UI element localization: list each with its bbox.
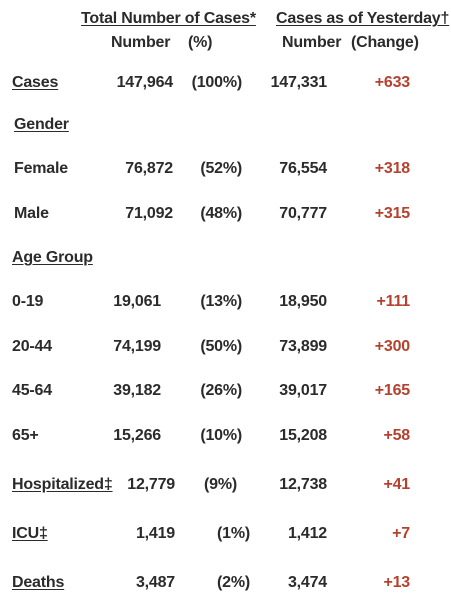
section-gender: Gender bbox=[14, 116, 69, 133]
row-yesterday-age-65-plus: 15,208 bbox=[279, 427, 327, 444]
row-label-icu: ICU‡ bbox=[12, 525, 48, 542]
row-label-cases: Cases bbox=[12, 74, 59, 91]
row-label-female: Female bbox=[14, 160, 68, 177]
row-change-age-20-44: +300 bbox=[374, 338, 410, 355]
row-pct-female: (52%) bbox=[200, 160, 242, 177]
row-number-cases: 147,964 bbox=[116, 74, 174, 91]
row-pct-age-20-44: (50%) bbox=[200, 338, 242, 355]
row-change-cases: +633 bbox=[374, 74, 410, 91]
row-yesterday-female: 76,554 bbox=[279, 160, 327, 177]
row-pct-age-65-plus: (10%) bbox=[200, 427, 242, 444]
row-label-hospitalized: Hospitalized‡ bbox=[12, 476, 113, 493]
row-number-deaths: 3,487 bbox=[135, 574, 175, 591]
total-cases-header: Total Number of Cases* bbox=[81, 10, 256, 27]
row-pct-icu: (1%) bbox=[217, 525, 250, 542]
row-yesterday-male: 70,777 bbox=[279, 205, 327, 222]
row-pct-cases: (100%) bbox=[191, 74, 243, 91]
row-change-icu: +7 bbox=[392, 525, 410, 542]
row-number-male: 71,092 bbox=[125, 205, 173, 222]
row-change-deaths: +13 bbox=[383, 574, 410, 591]
row-yesterday-hospitalized: 12,738 bbox=[279, 476, 327, 493]
row-number-age-65-plus: 15,266 bbox=[113, 427, 161, 444]
row-number-icu: 1,419 bbox=[135, 525, 175, 542]
row-label-deaths: Deaths bbox=[12, 574, 65, 591]
row-change-age-65-plus: +58 bbox=[383, 427, 410, 444]
row-label-age-65-plus: 65+ bbox=[12, 427, 39, 444]
row-label-age-20-44: 20-44 bbox=[12, 338, 52, 355]
total-percent-subheader: (%) bbox=[188, 34, 213, 51]
row-yesterday-age-45-64: 39,017 bbox=[279, 382, 327, 399]
total-number-subheader: Number bbox=[111, 34, 171, 51]
row-pct-deaths: (2%) bbox=[217, 574, 250, 591]
row-pct-age-0-19: (13%) bbox=[200, 293, 242, 310]
yesterday-cases-header: Cases as of Yesterday† bbox=[276, 10, 450, 27]
row-change-age-0-19: +111 bbox=[376, 293, 411, 310]
row-change-hospitalized: +41 bbox=[383, 476, 410, 493]
row-label-age-45-64: 45-64 bbox=[12, 382, 52, 399]
row-label-male: Male bbox=[14, 205, 49, 222]
row-number-age-0-19: 19,061 bbox=[113, 293, 161, 310]
row-yesterday-deaths: 3,474 bbox=[287, 574, 327, 591]
row-yesterday-cases: 147,331 bbox=[270, 74, 328, 91]
row-change-age-45-64: +165 bbox=[374, 382, 410, 399]
row-pct-male: (48%) bbox=[200, 205, 242, 222]
row-label-age-0-19: 0-19 bbox=[12, 293, 44, 310]
row-number-female: 76,872 bbox=[125, 160, 173, 177]
row-number-age-20-44: 74,199 bbox=[113, 338, 161, 355]
section-age-group: Age Group bbox=[12, 249, 93, 266]
row-yesterday-age-0-19: 18,950 bbox=[279, 293, 327, 310]
row-change-male: +315 bbox=[374, 205, 410, 222]
row-number-age-45-64: 39,182 bbox=[113, 382, 161, 399]
row-number-hospitalized: 12,779 bbox=[127, 476, 175, 493]
row-yesterday-icu: 1,412 bbox=[287, 525, 327, 542]
row-yesterday-age-20-44: 73,899 bbox=[279, 338, 327, 355]
row-pct-hospitalized: (9%) bbox=[204, 476, 237, 493]
row-change-female: +318 bbox=[374, 160, 410, 177]
yesterday-change-subheader: (Change) bbox=[351, 34, 419, 51]
yesterday-number-subheader: Number bbox=[282, 34, 342, 51]
row-pct-age-45-64: (26%) bbox=[200, 382, 242, 399]
